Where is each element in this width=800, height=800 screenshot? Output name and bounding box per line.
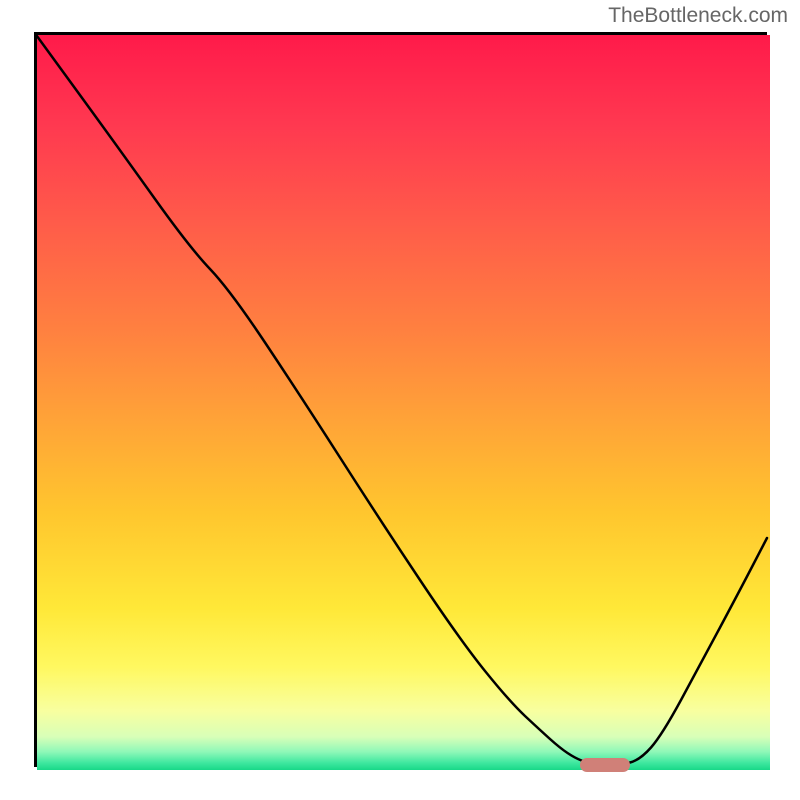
plot-frame	[34, 32, 767, 767]
bottleneck-curve	[37, 35, 770, 770]
curve-path	[37, 35, 767, 765]
optimal-point-marker	[580, 758, 630, 772]
chart-container: TheBottleneck.com	[0, 0, 800, 800]
watermark-text: TheBottleneck.com	[608, 4, 788, 28]
